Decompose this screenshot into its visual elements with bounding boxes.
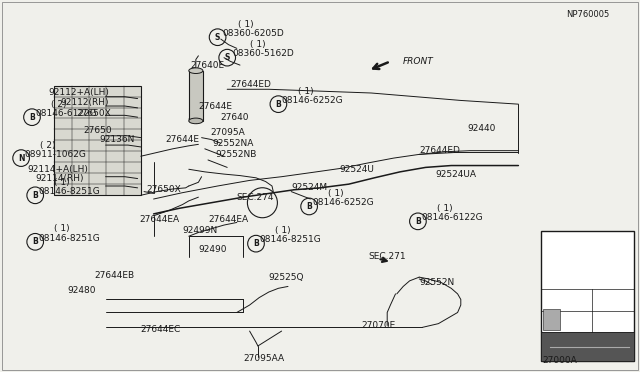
Text: ( 1): ( 1) [328,189,344,198]
Text: 08146-6122G: 08146-6122G [35,109,97,118]
Text: 27644ED: 27644ED [230,80,271,89]
Text: B: B [276,100,281,109]
Text: B: B [33,237,38,246]
Text: SEC.271: SEC.271 [368,252,406,261]
Text: 27070E: 27070E [362,321,396,330]
Text: 92480: 92480 [67,286,96,295]
Text: ( 1): ( 1) [238,20,253,29]
Text: 92112(RH): 92112(RH) [61,98,109,107]
Text: 92552NB: 92552NB [216,150,257,159]
Text: B: B [29,113,35,122]
Text: 27640: 27640 [221,113,250,122]
Text: 92499N: 92499N [182,226,218,235]
Text: 27644E: 27644E [165,135,199,144]
Text: 92114(RH): 92114(RH) [35,174,84,183]
Text: 08146-6252G: 08146-6252G [312,198,374,207]
Text: N: N [18,154,24,163]
Text: 27095A: 27095A [210,128,244,137]
Text: 08360-6205D: 08360-6205D [222,29,284,38]
Text: 27644EB: 27644EB [95,271,135,280]
Text: ( 1): ( 1) [54,178,70,187]
Text: B: B [415,217,420,226]
Text: 92552NA: 92552NA [212,139,254,148]
Text: S: S [225,53,230,62]
Bar [541,231,634,361]
Text: 92490: 92490 [198,245,227,254]
Text: 27644EA: 27644EA [208,215,248,224]
Text: 27095AA: 27095AA [243,355,284,363]
Text: ( 2): ( 2) [40,141,56,150]
Text: 08146-6122G: 08146-6122G [421,213,483,222]
Text: 08146-8251G: 08146-8251G [38,234,100,243]
Text: 27644E: 27644E [198,102,232,110]
Text: B: B [33,191,38,200]
Text: ( 2): ( 2) [51,100,67,109]
Text: 27000A: 27000A [543,356,577,365]
Text: 92524M: 92524M [291,183,327,192]
Text: 08146-8251G: 08146-8251G [38,187,100,196]
Text: B: B [307,202,312,211]
Text: ( 1): ( 1) [250,40,265,49]
Text: 92136N: 92136N [99,135,134,144]
Text: ( 1): ( 1) [298,87,313,96]
Bar [541,332,634,361]
Text: 08360-5162D: 08360-5162D [232,49,294,58]
Text: FRONT: FRONT [403,57,434,66]
Text: 08911-1062G: 08911-1062G [24,150,86,159]
Text: ( 1): ( 1) [437,204,452,213]
Bar [189,71,203,121]
Text: 27650: 27650 [83,126,112,135]
Text: S: S [215,33,220,42]
Text: 92524U: 92524U [339,165,374,174]
Text: 92552N: 92552N [419,278,454,287]
Text: 27650X: 27650X [77,109,111,118]
Text: 27644EA: 27644EA [140,215,180,224]
Text: ( 1): ( 1) [275,226,291,235]
Bar [54,86,141,195]
Text: 08146-8251G: 08146-8251G [259,235,321,244]
Text: B: B [253,239,259,248]
Bar [543,310,559,330]
Text: 92525Q: 92525Q [269,273,304,282]
Text: SEC.274: SEC.274 [237,193,275,202]
Text: 92524UA: 92524UA [435,170,476,179]
Text: 27650X: 27650X [146,185,180,194]
Text: 92440: 92440 [467,124,495,133]
Text: 92114+A(LH): 92114+A(LH) [27,165,88,174]
Text: 92112+A(LH): 92112+A(LH) [48,89,109,97]
Ellipse shape [189,68,203,74]
Text: 27640E: 27640E [191,61,225,70]
Ellipse shape [189,118,203,124]
Text: 08146-6252G: 08146-6252G [282,96,343,105]
Text: 27644ED: 27644ED [419,146,460,155]
Text: 27644EC: 27644EC [141,325,181,334]
Text: NP760005: NP760005 [566,10,610,19]
Text: ( 1): ( 1) [54,224,70,233]
